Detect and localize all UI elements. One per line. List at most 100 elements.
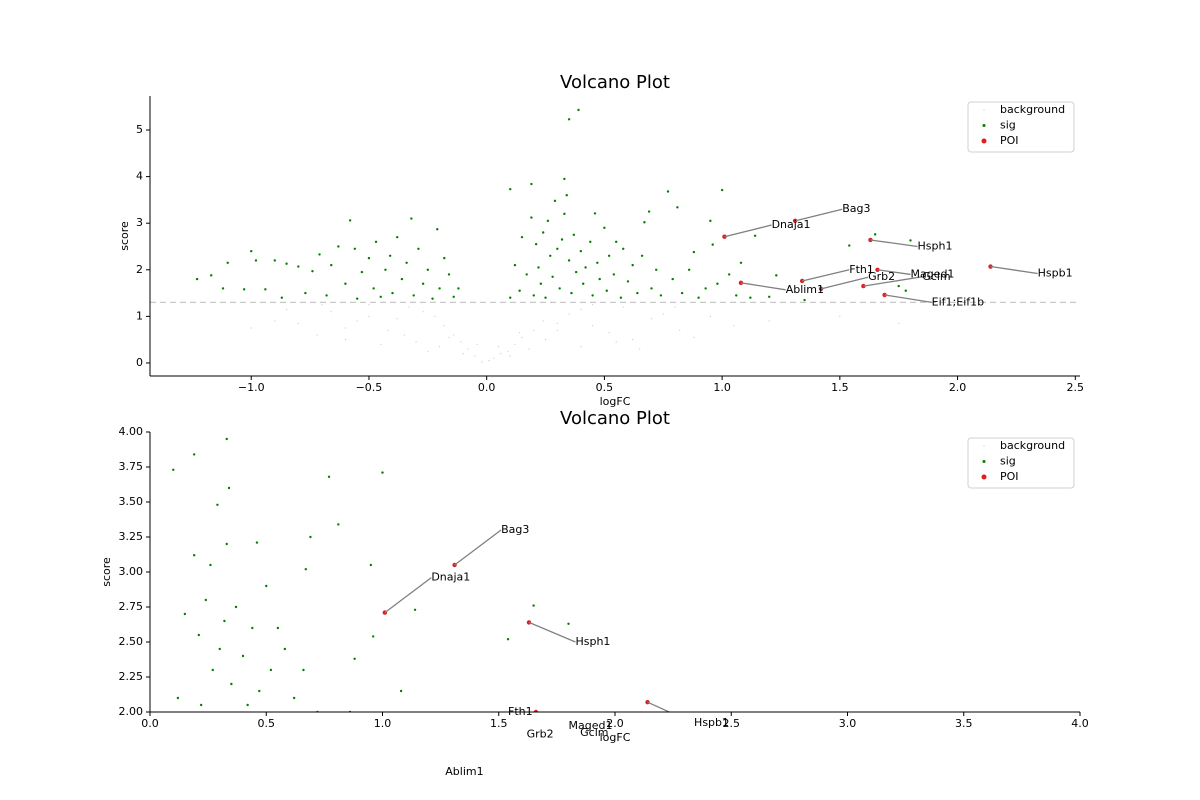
sig-point [666,190,670,193]
sig-point [716,282,719,285]
sig-point [457,287,460,290]
legend-label: background [1000,439,1065,452]
background-point [709,315,711,317]
sig-point [234,605,238,609]
sig-point [530,216,533,219]
annotation-label: Hspb1 [694,716,729,729]
sig-point [563,212,566,216]
sig-point [671,277,674,281]
sig-point [532,294,535,297]
legend-marker [982,460,986,463]
legend-marker [981,474,987,480]
legend-marker [983,445,985,447]
annotation-label: Ablim1 [786,283,824,296]
sig-point [558,287,561,290]
x-tick-label: 2.5 [1067,381,1085,394]
sig-point [374,240,378,244]
poi-point [533,709,539,712]
sig-point [405,261,408,264]
sig-point [452,295,455,298]
y-tick-label: 1 [136,309,143,322]
background-point [460,341,462,343]
sig-point [607,254,611,258]
y-tick-label: 3.00 [119,565,144,578]
annotation-line [794,208,843,222]
sig-point [614,240,618,244]
x-tick-label: 1.5 [490,717,508,730]
sig-point [325,294,328,297]
sig-point [226,261,229,264]
background-point [443,325,445,327]
x-tick-label: −1.0 [238,381,265,394]
y-tick-label: 2 [136,263,143,276]
sig-point [417,247,420,251]
annotation-line [870,239,918,248]
sig-point [768,295,771,298]
sig-point [589,240,592,244]
sig-point [598,277,601,281]
sig-point [280,296,284,299]
legend-box [967,437,1075,489]
annotation-label: Gclm [580,726,608,739]
chart-title: Volcano Plot [560,72,670,93]
background-point [544,339,547,341]
sig-point [704,287,707,290]
sig-point [388,254,392,258]
sig-point [636,291,639,295]
sig-point [605,289,608,292]
legend-marker [982,124,986,127]
sig-point [327,475,331,478]
annotation-label: Dnaja1 [431,571,470,584]
sig-point [344,282,347,285]
sig-point [254,259,258,262]
sig-point [369,563,373,567]
sig-point [250,249,253,253]
background-point [321,304,323,306]
background-point [500,353,502,355]
background-point [396,318,398,320]
x-tick-label: 4.0 [1071,717,1089,730]
sig-point [560,238,564,241]
sig-point [221,287,225,290]
sig-point [209,563,212,567]
sig-point [304,568,307,571]
background-point [453,334,455,336]
sig-point [353,247,357,251]
sig-point [255,541,259,544]
sig-point [396,235,399,239]
background-point [592,304,594,306]
sig-point [659,294,663,297]
sig-point [318,253,321,256]
background-point [474,355,476,357]
chart-title: Volcano Plot [560,408,670,429]
annotation-label: Ablim1 [445,765,483,778]
background-point [297,322,299,324]
background-point [467,348,469,350]
sig-point [285,262,288,265]
annotation-label: Grb2 [527,727,554,740]
background-point [768,320,770,322]
sig-point [603,226,606,230]
sig-point [391,291,394,295]
x-tick-label: 0.0 [478,381,496,394]
sig-point [211,668,214,672]
y-tick-label: 3 [136,216,143,229]
background-point [493,357,495,359]
annotation-label: Grb2 [868,270,895,283]
background-point [898,322,900,324]
sig-point [556,247,559,251]
annotation-line [877,269,911,276]
sig-point [727,273,731,276]
x-axis-label: logFC [600,395,631,408]
sig-point [227,486,231,490]
sig-point [904,289,907,292]
y-tick-label: 3.75 [119,460,144,473]
annotation-line [647,701,671,712]
sig-point [549,254,552,258]
sig-point [384,268,387,271]
sig-point [539,282,543,285]
annotation-label: Fth1 [849,263,874,276]
sig-point [532,604,535,607]
sig-point [297,265,300,268]
